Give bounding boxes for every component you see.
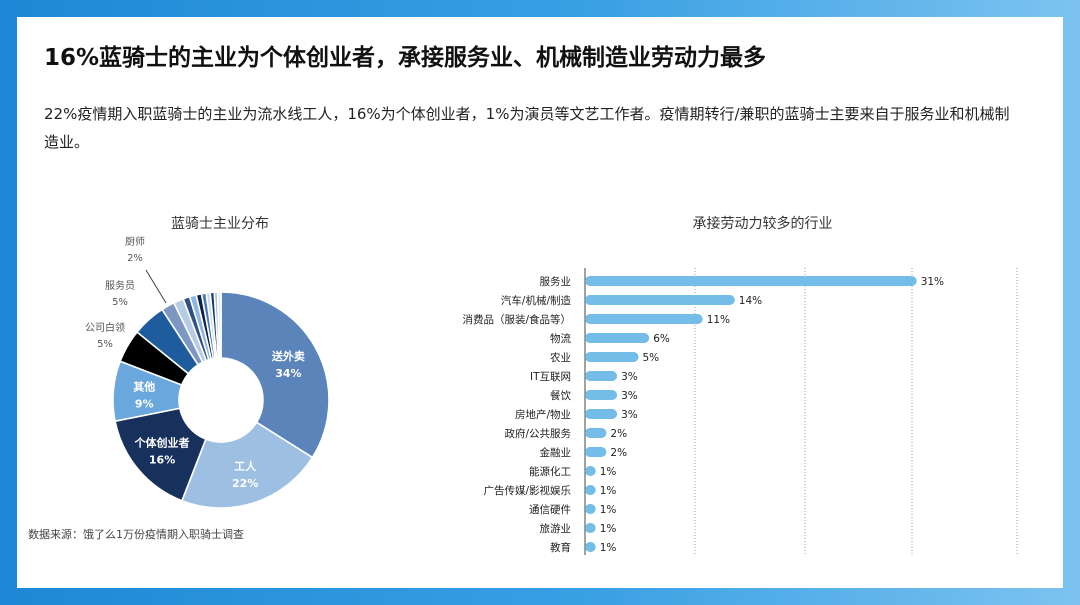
bar-value-label: 3% [621,390,638,402]
bar [585,466,596,476]
bar-value-label: 2% [610,428,627,440]
bar-value-label: 2% [610,447,627,459]
bar-category-label: 教育 [550,541,571,554]
bar-value-label: 3% [621,371,638,383]
donut-slice-value: 34% [275,367,301,380]
bar [585,504,596,514]
bar [585,333,650,343]
bar [585,371,618,381]
donut-slice-label: 其他 [133,379,155,393]
bar-category-label: 服务业 [540,275,572,288]
bar-value-label: 3% [621,409,638,421]
donut-outside-label: 服务员 [105,279,135,292]
donut-slice [216,291,222,359]
bar [585,314,703,324]
bar-value-label: 6% [653,333,670,345]
bar [585,485,596,495]
bar-value-label: 1% [600,504,617,516]
bar-value-label: 1% [600,485,617,497]
donut-slice [220,291,330,459]
page-title: 16%蓝骑士的主业为个体创业者，承接服务业、机械制造业劳动力最多 [44,45,767,71]
bar-category-label: 旅游业 [540,522,572,535]
bar-category-label: 政府/公共服务 [504,427,571,440]
bar-category-label: 能源化工 [529,465,571,478]
bar-category-label: IT互联网 [530,371,571,383]
donut-leader-line [145,269,167,304]
donut-slice-label: 送外卖 [271,349,305,363]
bar-value-label: 1% [600,542,617,554]
donut-outside-label: 公司白领 [85,321,125,334]
bar-category-label: 房地产/物业 [515,408,571,421]
bar-value-label: 31% [921,276,944,288]
bar-value-label: 1% [600,523,617,535]
bar-value-label: 5% [643,352,660,364]
donut-slice-label: 个体创业者 [134,436,190,450]
bar [585,542,596,552]
bar-category-label: 金融业 [540,446,572,459]
bar-category-label: 消费品（服装/食品等） [462,313,571,326]
bar-category-label: 餐饮 [550,389,571,402]
donut-slice-value: 22% [232,477,258,490]
donut-slice-value: 9% [135,397,154,410]
bar [585,352,639,362]
donut-slice [180,421,314,509]
pie-chart-title: 蓝骑士主业分布 [171,216,269,232]
donut-outside-value: 5% [97,339,113,350]
bar [585,295,735,305]
donut-slice [114,407,207,502]
bar-value-label: 11% [707,314,730,326]
bar [585,276,917,286]
bar-category-label: 农业 [550,351,571,364]
bar [585,390,618,400]
bar [585,409,618,419]
donut-slice-label: 工人 [234,459,257,473]
bar-value-label: 14% [739,295,762,307]
donut-outside-label: 厨师 [125,235,145,248]
donut-outside-value: 2% [127,253,143,264]
bar-category-label: 广告传媒/影视娱乐 [483,484,571,497]
bar-category-label: 汽车/机械/制造 [501,294,572,307]
bar-category-label: 通信硬件 [529,504,571,516]
bar-category-label: 物流 [550,332,571,345]
donut-outside-value: 5% [112,297,128,308]
bar [585,447,607,457]
bar [585,523,596,533]
bar-chart-title: 承接劳动力较多的行业 [692,216,833,232]
page-description: 22%疫情期入职蓝骑士的主业为流水线工人，16%为个体创业者，1%为演员等文艺工… [44,105,1010,151]
data-source-note: 数据来源：饿了么1万份疫情期入职骑士调查 [28,528,244,541]
donut-slice-value: 16% [149,454,175,467]
bar-value-label: 1% [600,466,617,478]
bar [585,428,607,438]
